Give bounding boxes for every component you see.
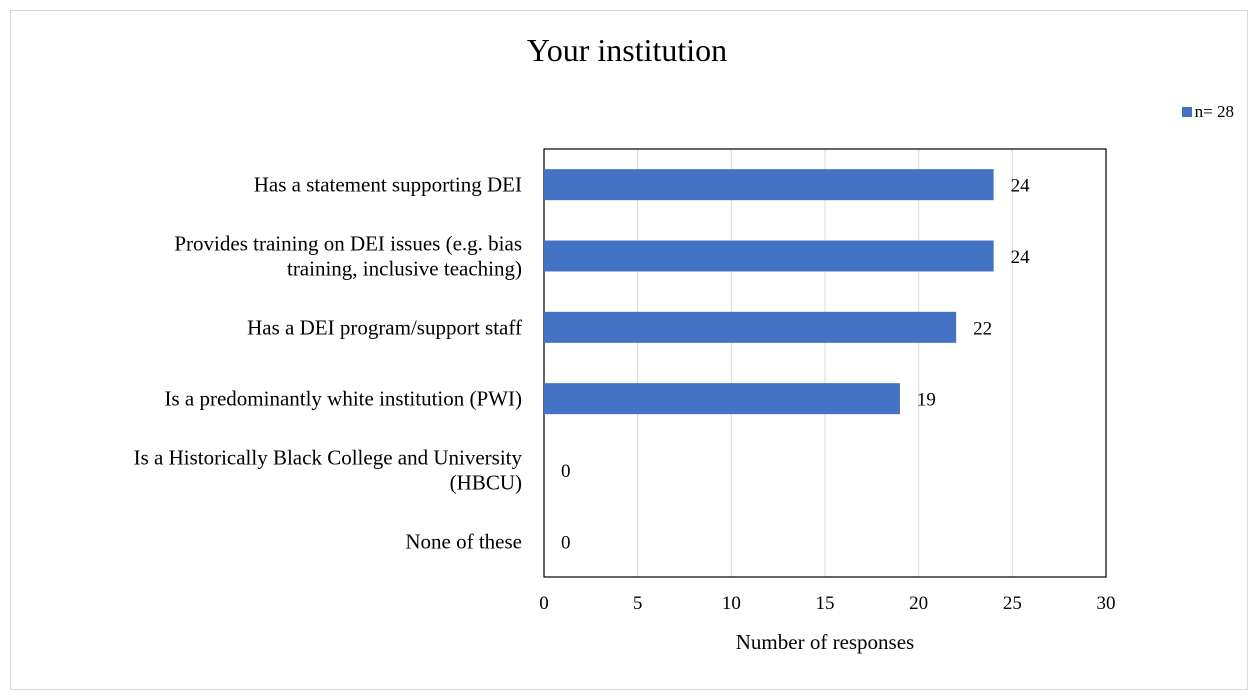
category-label: Is a Historically Black College and Univ… [134,446,523,470]
x-tick-label: 5 [633,593,643,614]
category-label: training, inclusive teaching) [287,257,522,281]
category-label: Provides training on DEI issues (e.g. bi… [174,232,522,256]
data-label: 24 [1011,176,1031,197]
bar [544,311,957,343]
data-label: 19 [917,390,936,411]
category-label: Has a statement supporting DEI [254,173,522,197]
plot-area-border [543,148,1107,578]
legend-label: n= 28 [1194,102,1234,121]
data-label: 22 [973,318,992,339]
x-tick-label: 30 [1097,593,1116,614]
x-axis-title: Number of responses [735,630,915,654]
category-label: Has a DEI program/support staff [247,315,522,339]
x-tick-label: 20 [909,593,928,614]
chart-title: Your institution [526,32,728,68]
bar [544,383,900,415]
data-label: 0 [561,532,571,553]
legend-swatch [1181,107,1192,117]
data-label: 24 [1011,247,1031,268]
x-tick-label: 0 [539,593,549,614]
data-label: 0 [561,461,571,482]
x-tick-label: 15 [816,593,835,614]
bar [544,169,994,201]
legend: n= 28 [1181,102,1234,122]
category-label: Is a predominantly white institution (PW… [164,387,522,411]
x-tick-label: 10 [722,593,741,614]
category-label: None of these [405,529,522,553]
category-label: (HBCU) [450,471,522,495]
x-tick-label: 25 [1003,593,1022,614]
bar [544,240,994,272]
chart-frame [10,10,1248,690]
